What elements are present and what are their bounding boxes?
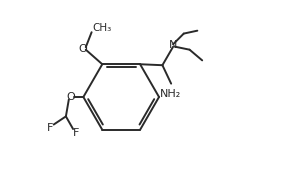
Text: F: F bbox=[73, 127, 79, 138]
Text: O: O bbox=[78, 44, 87, 54]
Text: F: F bbox=[46, 123, 53, 133]
Text: CH₃: CH₃ bbox=[93, 23, 112, 33]
Text: N: N bbox=[169, 40, 177, 50]
Text: O: O bbox=[66, 92, 75, 102]
Text: NH₂: NH₂ bbox=[160, 89, 181, 99]
